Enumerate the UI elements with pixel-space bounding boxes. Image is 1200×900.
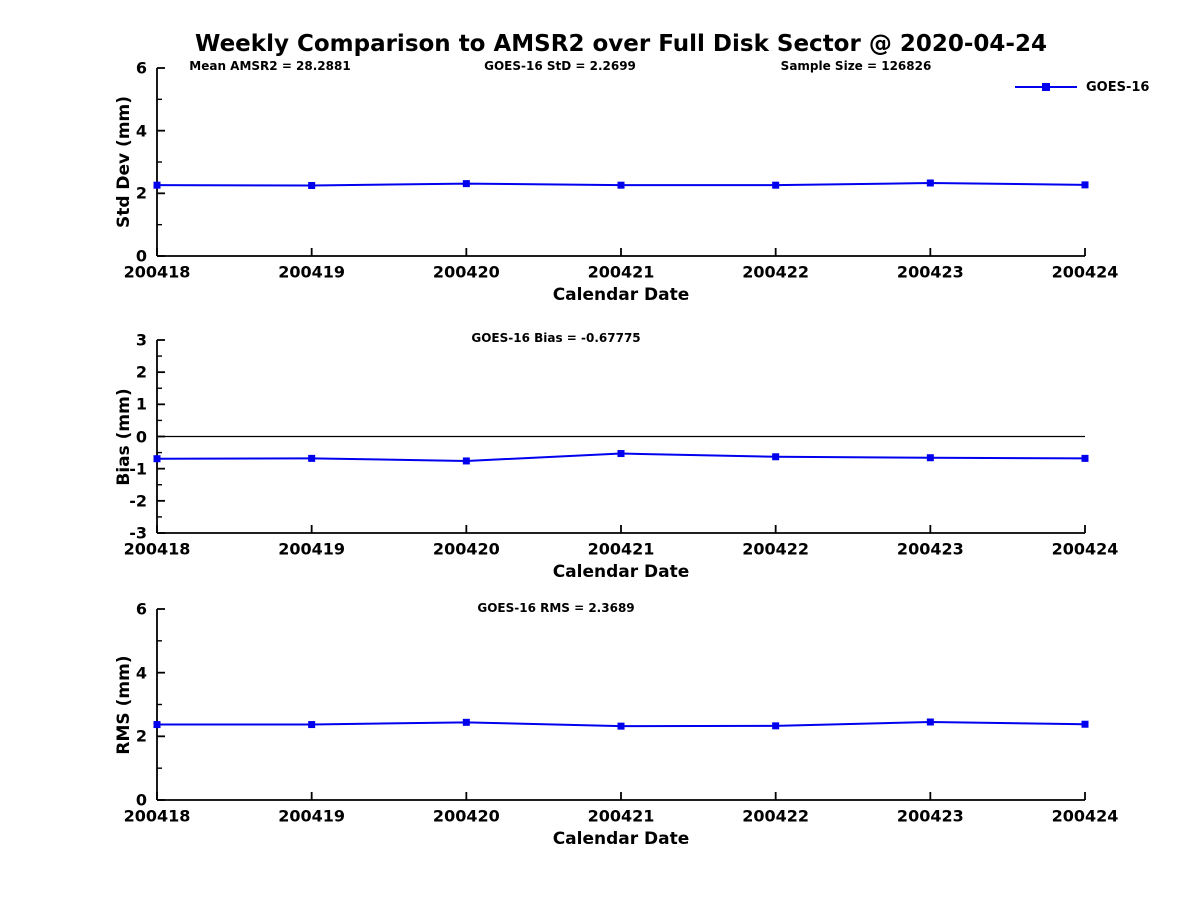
y-axis-label: Bias (mm) (114, 387, 134, 486)
x-tick-label: 200420 (432, 806, 500, 826)
y-tick-label: 0 (135, 427, 147, 446)
x-tick-label: 200418 (123, 262, 191, 282)
y-tick-label: 0 (135, 790, 147, 810)
x-tick-label: 200424 (1051, 806, 1119, 826)
x-tick-label: 200422 (742, 806, 810, 826)
data-point-marker (1081, 454, 1089, 462)
x-tick-label: 200421 (587, 539, 655, 559)
x-tick-label: 200424 (1051, 262, 1119, 282)
x-axis-label: Calendar Date (552, 829, 690, 849)
data-point-marker (926, 454, 934, 462)
y-axis-label: Std Dev (mm) (114, 95, 134, 229)
figure-title: Weekly Comparison to AMSR2 over Full Dis… (195, 31, 1047, 57)
x-axis-label: Calendar Date (552, 562, 690, 582)
x-tick-label: 200420 (432, 262, 500, 282)
annotation: Mean AMSR2 = 28.2881 (189, 59, 351, 73)
annotation: GOES-16 Bias = -0.67775 (471, 331, 641, 345)
y-tick-label: 0 (135, 246, 147, 266)
y-tick-label: -1 (129, 459, 147, 479)
y-tick-label: 4 (135, 121, 147, 141)
x-tick-label: 200424 (1051, 539, 1119, 559)
legend-line-sample-icon (1015, 83, 1077, 91)
square-marker-icon (1042, 83, 1050, 91)
x-tick-label: 200423 (896, 262, 964, 282)
data-point-marker (308, 454, 316, 462)
data-point-marker (772, 722, 780, 730)
y-tick-label: 3 (135, 330, 147, 350)
y-tick-label: 6 (135, 599, 147, 619)
annotation: Sample Size = 126826 (780, 59, 932, 73)
y-tick-label: 1 (135, 394, 147, 414)
y-tick-label: -3 (129, 523, 147, 543)
x-tick-label: 200423 (896, 539, 964, 559)
x-tick-label: 200419 (278, 539, 346, 559)
data-point-marker (462, 457, 470, 465)
data-point-marker (926, 718, 934, 726)
data-point-marker (617, 181, 625, 189)
x-tick-label: 200422 (742, 262, 810, 282)
subplot-1 (153, 67, 1089, 257)
subplot-3 (153, 608, 1089, 801)
data-point-marker (617, 722, 625, 730)
y-axis-label: RMS (mm) (114, 654, 134, 755)
x-tick-label: 200423 (896, 806, 964, 826)
data-point-marker (1081, 720, 1089, 728)
data-point-marker (462, 718, 470, 726)
y-tick-label: 4 (135, 663, 147, 683)
data-point-marker (308, 182, 316, 189)
x-tick-label: 200419 (278, 262, 346, 282)
y-tick-label: 2 (135, 362, 147, 382)
data-point-marker (153, 455, 161, 463)
x-tick-label: 200419 (278, 806, 346, 826)
data-point-marker (617, 450, 625, 458)
x-axis-label: Calendar Date (552, 285, 690, 305)
annotation: GOES-16 RMS = 2.3689 (477, 601, 635, 615)
subplot-2 (153, 339, 1089, 534)
y-tick-label: -2 (129, 491, 147, 511)
data-point-marker (772, 181, 780, 189)
y-tick-label: 2 (135, 726, 147, 746)
data-point-marker (308, 721, 316, 729)
annotation: GOES-16 StD = 2.2699 (484, 59, 636, 73)
x-tick-label: 200420 (432, 539, 500, 559)
data-point-marker (153, 721, 161, 729)
y-tick-label: 2 (135, 183, 147, 203)
x-tick-label: 200418 (123, 539, 191, 559)
y-tick-label: 6 (135, 58, 147, 78)
data-point-marker (462, 180, 470, 188)
data-point-marker (772, 453, 780, 461)
x-tick-label: 200421 (587, 806, 655, 826)
x-tick-label: 200421 (587, 262, 655, 282)
legend: GOES-16 (1014, 79, 1149, 95)
x-tick-label: 200418 (123, 806, 191, 826)
data-point-marker (153, 181, 161, 189)
legend-label: GOES-16 (1086, 79, 1150, 95)
x-tick-label: 200422 (742, 539, 810, 559)
data-point-marker (1081, 181, 1089, 189)
data-point-marker (926, 179, 934, 187)
